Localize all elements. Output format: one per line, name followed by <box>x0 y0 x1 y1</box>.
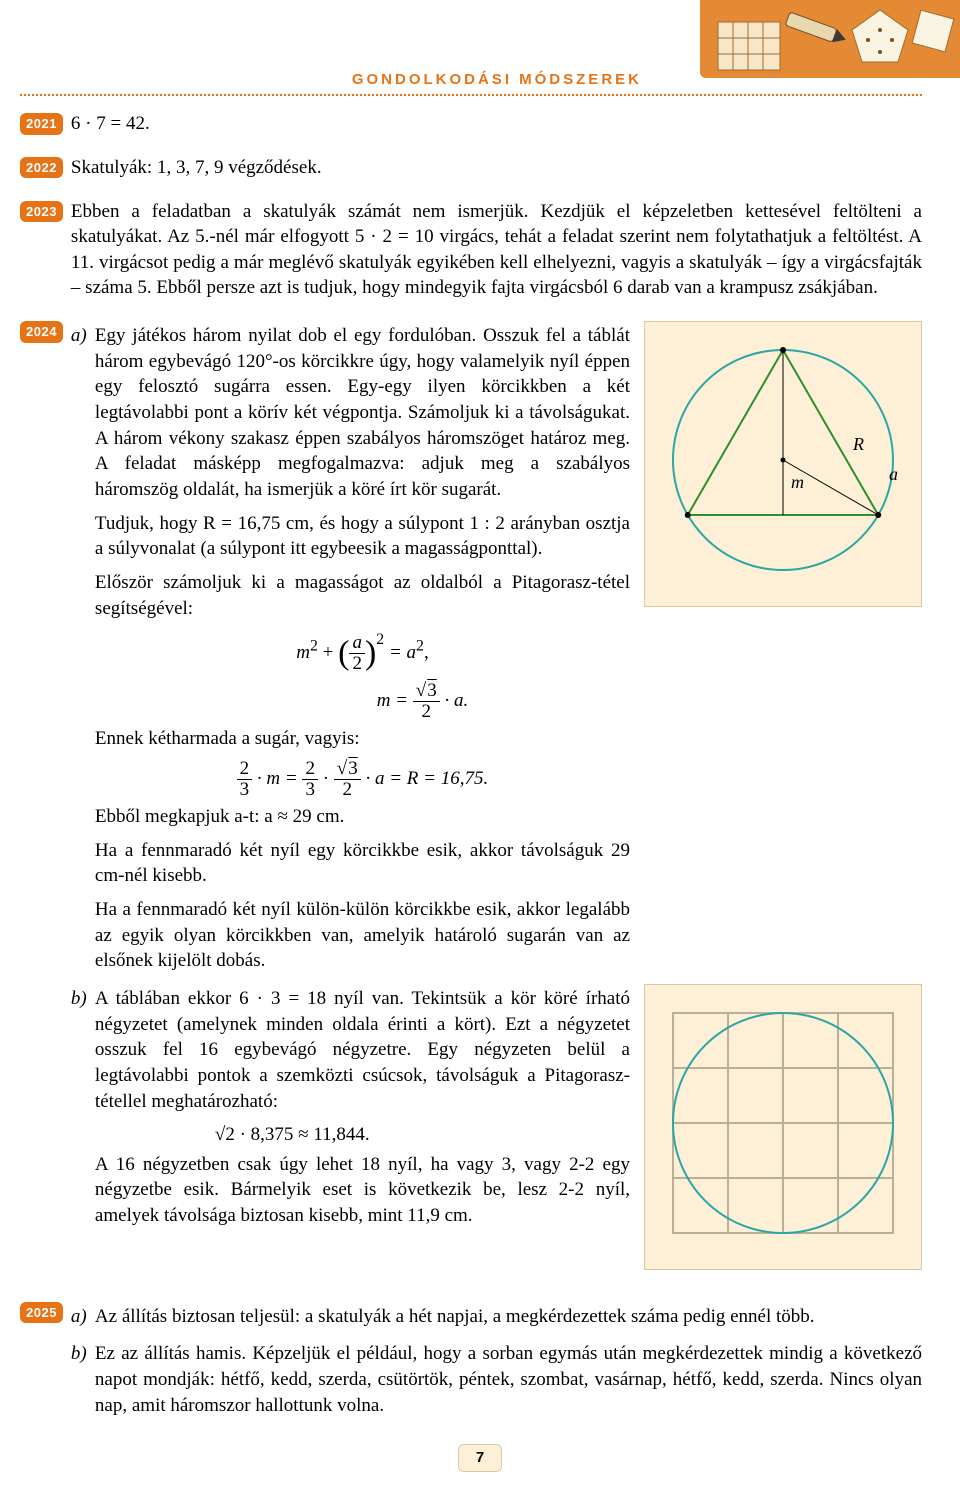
text-2024b-p1: A táblában ekkor 6 · 3 = 18 nyíl van. Te… <box>95 986 630 1114</box>
label-a: a <box>889 464 898 484</box>
entry-2024: 2024 <box>20 319 922 1276</box>
badge-2022: 2022 <box>20 157 63 179</box>
text-2024a-p7: Ha a fennmaradó két nyíl külön-külön kör… <box>95 897 630 974</box>
text-2024a-p4: Ennek kétharmada a sugár, vagyis: <box>95 726 630 752</box>
equation-2: m = √32 · a. <box>95 681 630 722</box>
equation-1: m2 + (a2)2 = a2, <box>95 629 630 677</box>
text-2024a-p6: Ha a fennmaradó két nyíl egy körcikkbe e… <box>95 838 630 889</box>
page-number: 7 <box>458 1444 502 1472</box>
label-2025b: b) <box>71 1341 95 1367</box>
text-2024a-p5: Ebből megkapjuk a-t: a ≈ 29 cm. <box>95 804 630 830</box>
text-2025b: Ez az állítás hamis. Képzeljük el példáu… <box>95 1341 922 1418</box>
badge-2021: 2021 <box>20 113 63 135</box>
text-2024a-p3: Először számoljuk ki a magasságot az old… <box>95 570 630 621</box>
badge-2023: 2023 <box>20 201 63 223</box>
figure-circle-triangle: R a m <box>644 321 922 607</box>
entry-2023: 2023 Ebben a feladatban a skatulyák szám… <box>20 199 922 310</box>
text-2024a-p1: Egy játékos három nyilat dob el egy ford… <box>95 323 630 502</box>
label-m: m <box>791 472 804 492</box>
text-2024b-p2: A 16 négyzetben csak úgy lehet 18 nyíl, … <box>95 1152 630 1229</box>
header-illustration <box>700 0 960 78</box>
figure-circle-grid <box>644 984 922 1270</box>
equation-4: √2 · 8,375 ≈ 11,844. <box>95 1122 630 1148</box>
text-2025a: Az állítás biztosan teljesül: a skatulyá… <box>95 1304 922 1330</box>
text-2021: 6 · 7 = 42. <box>71 111 922 137</box>
section-divider <box>20 94 922 97</box>
equation-3: 23 · m = 23 · √32 · a = R = 16,75. <box>95 759 630 800</box>
entry-2022: 2022 Skatulyák: 1, 3, 7, 9 végződések. <box>20 155 922 189</box>
badge-2025: 2025 <box>20 1302 63 1324</box>
label-2024b: b) <box>71 986 95 1012</box>
entry-2021: 2021 6 · 7 = 42. <box>20 111 922 145</box>
entry-2025: 2025 a) Az állítás biztosan teljesül: a … <box>20 1300 922 1427</box>
text-2022: Skatulyák: 1, 3, 7, 9 végződések. <box>71 155 922 181</box>
text-2023: Ebben a feladatban a skatulyák számát ne… <box>71 199 922 302</box>
label-R: R <box>852 434 864 454</box>
label-2024a: a) <box>71 323 95 349</box>
badge-2024: 2024 <box>20 321 63 343</box>
label-2025a: a) <box>71 1304 95 1330</box>
text-2024a-p2: Tudjuk, hogy R = 16,75 cm, és hogy a súl… <box>95 511 630 562</box>
